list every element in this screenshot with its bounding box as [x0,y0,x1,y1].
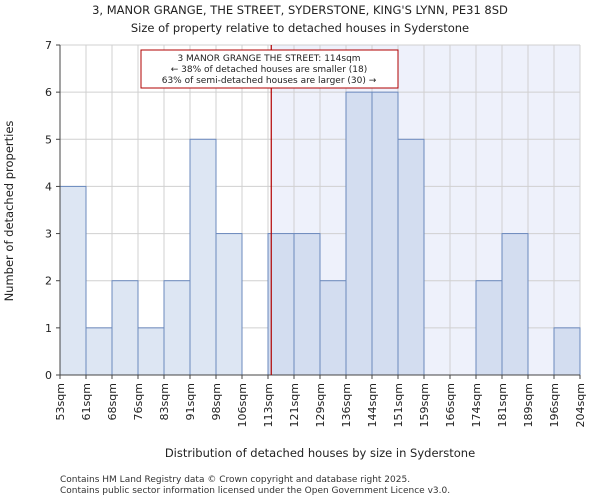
x-tick-label: 204sqm [574,383,587,427]
bar [59,185,87,376]
x-tick-label: 136sqm [340,383,353,427]
chart-title: 3, MANOR GRANGE, THE STREET, SYDERSTONE,… [92,3,508,17]
x-tick-label: 129sqm [314,383,327,427]
x-tick-label: 151sqm [392,383,405,427]
bar [293,233,321,376]
y-tick-label: 0 [45,369,52,382]
x-tick-label: 166sqm [444,383,457,427]
y-axis-label: Number of detached properties [2,121,16,302]
bar [345,91,373,376]
x-tick-label: 189sqm [522,383,535,427]
bar [111,280,139,376]
x-tick-label: 76sqm [132,383,145,420]
footer-line-1: Contains HM Land Registry data © Crown c… [60,475,410,485]
bar [397,138,425,376]
bar [501,233,529,376]
x-axis-label: Distribution of detached houses by size … [165,446,475,460]
y-tick-label: 1 [45,322,52,335]
x-tick-label: 181sqm [496,383,509,427]
bar [215,233,243,376]
y-tick-label: 4 [45,180,52,193]
plot-area: 0 1 2 3 4 5 6 7 53sqm 61sqm 68sqm 76sqm 83sqm 91sqm 98… [45,39,587,427]
x-tick-label: 196sqm [548,383,561,427]
annotation-box: 3 MANOR GRANGE THE STREET: 114sqm ← 38% … [140,49,399,89]
annotation-frame [140,49,399,89]
annotation-line-2: ← 38% of detached houses are smaller (18… [171,65,368,75]
bar [163,280,191,376]
y-tick-label: 7 [45,39,52,52]
x-tick-label: 159sqm [418,383,431,427]
x-tick-label: 91sqm [184,383,197,420]
annotation-line-3: 63% of semi-detached houses are larger (… [162,76,377,86]
y-tick-label: 6 [45,86,52,99]
bar [137,327,165,376]
x-tick-label: 121sqm [288,383,301,427]
y-tick-label: 5 [45,133,52,146]
x-tick-label: 61sqm [80,383,93,420]
bar [189,138,217,376]
x-tick-label: 68sqm [106,383,119,420]
chart-subtitle: Size of property relative to detached ho… [131,21,469,35]
bar [319,280,347,376]
bar [85,327,113,376]
x-tick-label: 83sqm [158,383,171,420]
annotation-line-1: 3 MANOR GRANGE THE STREET: 114sqm [177,54,360,64]
y-tick-label: 3 [45,228,52,241]
x-tick-label: 174sqm [470,383,483,427]
bar [475,280,503,376]
bar [267,233,295,376]
bar [371,91,399,376]
footer-line-2: Contains public sector information licen… [60,486,450,496]
x-tick-label: 98sqm [210,383,223,420]
bar [553,327,581,376]
y-tick-label: 2 [45,275,52,288]
x-tick-label: 106sqm [236,383,249,427]
x-tick-label: 53sqm [54,383,67,420]
x-tick-label: 144sqm [366,383,379,427]
x-tick-label: 113sqm [262,383,275,427]
